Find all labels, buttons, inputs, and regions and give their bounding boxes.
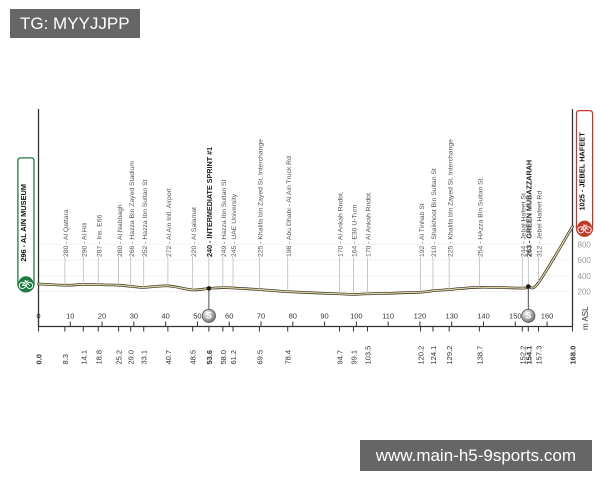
svg-text:225 - Khalifa bin Zayed St. In: 225 - Khalifa bin Zayed St. Interchange: [258, 139, 265, 257]
svg-text:280 - Al Qattara: 280 - Al Qattara: [63, 209, 70, 257]
svg-text:94.7: 94.7: [336, 350, 345, 365]
svg-text:266 - Hazza Bin Zayed Stadium: 266 - Hazza Bin Zayed Stadium: [129, 161, 136, 257]
svg-text:170 - Al Ankah Rndbt.: 170 - Al Ankah Rndbt.: [366, 191, 373, 257]
svg-text:58.0: 58.0: [219, 350, 228, 365]
svg-text:192 - Al Tinhab St: 192 - Al Tinhab St: [419, 203, 426, 257]
svg-text:198 - Abu Dhabi - Al Ain Truck: 198 - Abu Dhabi - Al Ain Truck Rd: [286, 156, 293, 257]
svg-text:25.2: 25.2: [115, 350, 124, 365]
svg-text:110: 110: [382, 312, 394, 321]
svg-text:280 - Al Nabbagh: 280 - Al Nabbagh: [117, 204, 124, 257]
svg-text:29.0: 29.0: [127, 350, 136, 365]
svg-text:600: 600: [578, 256, 592, 265]
svg-text:210 - Shaikhoot Bin Sultan St: 210 - Shaikhoot Bin Sultan St: [431, 168, 438, 257]
svg-text:100: 100: [350, 312, 363, 321]
svg-text:18.8: 18.8: [94, 350, 103, 365]
svg-text:150: 150: [509, 312, 522, 321]
svg-text:129.2: 129.2: [445, 346, 454, 365]
svg-text:312 - Jebel Hafeet Rd: 312 - Jebel Hafeet Rd: [537, 191, 544, 257]
svg-text:120: 120: [414, 312, 427, 321]
svg-text:99.1: 99.1: [350, 350, 359, 365]
svg-text:120.2: 120.2: [417, 346, 426, 365]
svg-text:60: 60: [225, 312, 233, 321]
svg-text:400: 400: [578, 272, 592, 281]
svg-text:164 - E30 U-Turn: 164 - E30 U-Turn: [352, 205, 359, 257]
svg-text:48.5: 48.5: [189, 350, 198, 365]
svg-text:20: 20: [98, 312, 106, 321]
svg-text:240 - INTERMEDIATE SPRINT #1: 240 - INTERMEDIATE SPRINT #1: [205, 147, 214, 257]
svg-text:138.7: 138.7: [475, 346, 484, 365]
svg-text:70: 70: [257, 312, 265, 321]
svg-text:69.5: 69.5: [255, 350, 264, 365]
svg-text:225 - Khalifa bin Zayed St. In: 225 - Khalifa bin Zayed St. Interchange: [447, 139, 454, 257]
svg-text:103.5: 103.5: [363, 346, 372, 365]
svg-text:14.1: 14.1: [79, 350, 88, 365]
svg-text:160: 160: [541, 312, 554, 321]
svg-text:0: 0: [36, 312, 40, 321]
svg-text:40: 40: [161, 312, 169, 321]
svg-text:290 - Al Hili: 290 - Al Hili: [82, 222, 89, 257]
svg-text:53.6: 53.6: [205, 350, 214, 365]
svg-text:10: 10: [66, 312, 74, 321]
svg-text:170 - Al Ankah Rndbt.: 170 - Al Ankah Rndbt.: [338, 191, 345, 257]
svg-text:S: S: [525, 310, 531, 320]
svg-text:50: 50: [193, 312, 201, 321]
svg-text:296 - AL AIN MUSEUM: 296 - AL AIN MUSEUM: [19, 184, 28, 262]
svg-text:287 - Ins. E66: 287 - Ins. E66: [96, 214, 103, 257]
svg-text:154.1: 154.1: [524, 346, 533, 365]
svg-text:800: 800: [578, 240, 592, 249]
svg-text:249 - Hazza Ibn Sultan St: 249 - Hazza Ibn Sultan St: [221, 179, 228, 257]
svg-text:S: S: [206, 310, 212, 320]
svg-text:200: 200: [578, 288, 592, 297]
svg-text:m ASL: m ASL: [581, 306, 590, 330]
svg-text:80: 80: [289, 312, 297, 321]
svg-text:140: 140: [477, 312, 490, 321]
svg-text:30: 30: [130, 312, 138, 321]
svg-text:61.2: 61.2: [229, 350, 238, 365]
svg-text:220 - Al Salamat: 220 - Al Salamat: [191, 207, 198, 257]
svg-text:8.3: 8.3: [61, 354, 70, 364]
svg-text:263 - GREEN MUBAZZARAH: 263 - GREEN MUBAZZARAH: [525, 160, 534, 257]
svg-text:245 - UAE University: 245 - UAE University: [231, 193, 238, 257]
svg-text:168.0: 168.0: [569, 346, 578, 365]
svg-text:33.1: 33.1: [140, 350, 149, 365]
svg-text:90: 90: [320, 312, 328, 321]
svg-text:252 - Hazza Ibn Sultan St: 252 - Hazza Ibn Sultan St: [142, 179, 149, 257]
svg-text:130: 130: [445, 312, 458, 321]
svg-text:78.4: 78.4: [284, 350, 293, 365]
svg-text:124.1: 124.1: [429, 346, 438, 365]
svg-text:1025 - JEBEL HAFEET: 1025 - JEBEL HAFEET: [578, 132, 587, 211]
svg-text:40.7: 40.7: [164, 350, 173, 365]
svg-text:0.0: 0.0: [35, 354, 44, 364]
svg-text:272 - Al Ain Intl. Airport: 272 - Al Ain Intl. Airport: [166, 188, 173, 257]
svg-text:157.3: 157.3: [534, 346, 543, 365]
svg-text:254 - HAzza Bin Sultan St.: 254 - HAzza Bin Sultan St.: [478, 176, 485, 257]
